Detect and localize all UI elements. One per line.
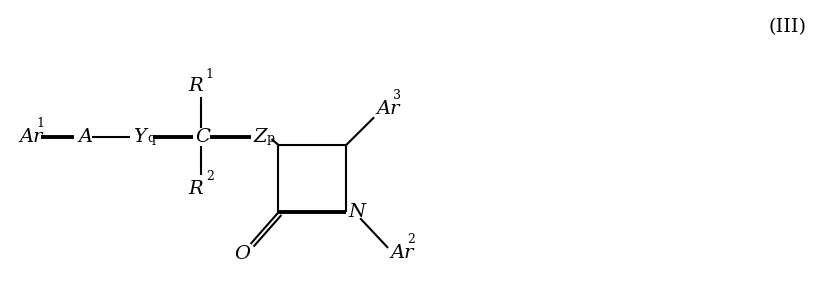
Text: C: C [196, 128, 210, 146]
Text: Z: Z [253, 128, 267, 146]
Text: p: p [266, 132, 275, 145]
Text: Ar: Ar [19, 128, 43, 146]
Text: O: O [234, 245, 251, 263]
Text: 2: 2 [205, 170, 214, 183]
Text: A: A [78, 128, 92, 146]
Text: Y: Y [133, 128, 146, 146]
Text: 2: 2 [407, 233, 415, 246]
Text: R: R [189, 77, 204, 95]
Text: 1: 1 [205, 68, 214, 81]
Text: Ar: Ar [376, 100, 399, 118]
Text: Ar: Ar [390, 244, 413, 262]
Text: R: R [189, 180, 204, 198]
Text: N: N [348, 203, 365, 221]
Text: (III): (III) [769, 18, 807, 36]
Text: 3: 3 [393, 89, 401, 102]
Text: q: q [147, 132, 155, 145]
Text: 1: 1 [36, 117, 45, 130]
